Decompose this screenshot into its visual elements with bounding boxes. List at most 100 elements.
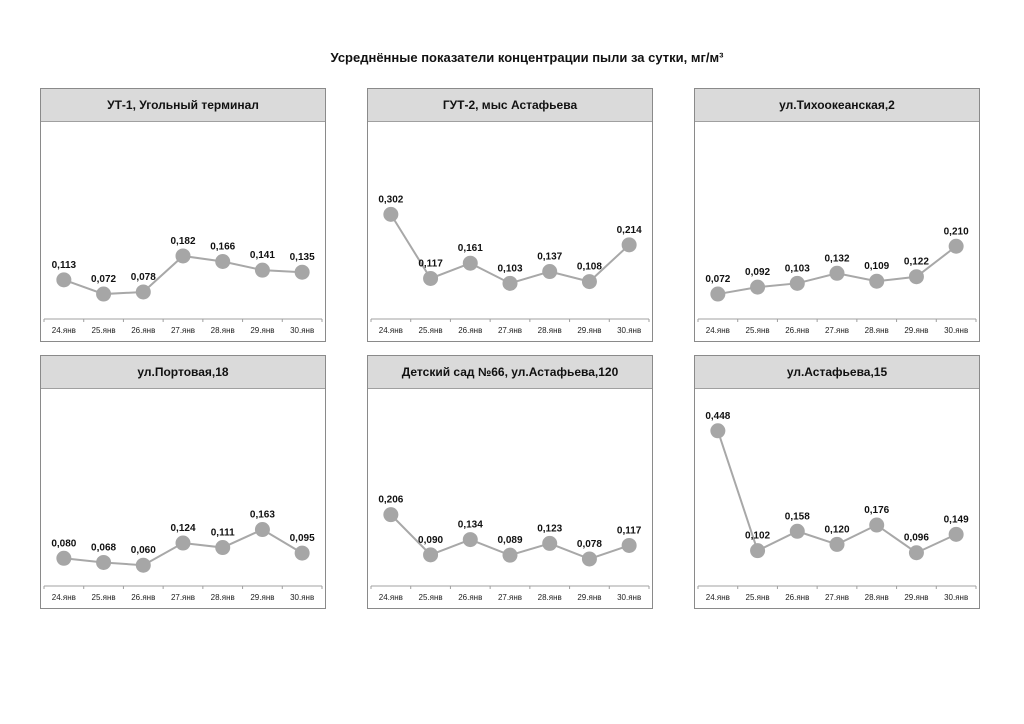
data-point (215, 540, 231, 556)
data-point (383, 206, 399, 222)
data-point (750, 543, 766, 559)
data-point (789, 523, 805, 539)
data-point (96, 286, 112, 302)
data-point (829, 536, 845, 552)
x-tick-label: 29.янв (250, 593, 274, 602)
x-tick-label: 26.янв (785, 593, 809, 602)
chart-title: УТ-1, Угольный терминал (41, 89, 325, 122)
data-label: 0,120 (824, 524, 849, 535)
data-point (908, 545, 924, 561)
data-label: 0,448 (705, 411, 730, 422)
data-label: 0,210 (944, 226, 969, 237)
data-point (135, 284, 151, 300)
data-label: 0,117 (617, 525, 642, 536)
data-label: 0,095 (290, 533, 315, 544)
data-point (829, 265, 845, 281)
chart-title: ул.Портовая,18 (41, 356, 325, 389)
data-label: 0,214 (617, 225, 642, 236)
x-tick-label: 27.янв (498, 326, 522, 335)
data-point (710, 286, 726, 302)
chart-title: ГУТ-2, мыс Астафьева (368, 89, 652, 122)
data-label: 0,124 (170, 523, 195, 534)
data-point (869, 273, 885, 289)
x-tick-label: 27.янв (825, 326, 849, 335)
data-point (423, 547, 439, 563)
chart-plot: 24.янв 25.янв 26.янв 27.янв 28.янв 29.янв 30.я… (43, 236, 323, 335)
data-label: 0,078 (131, 272, 156, 283)
x-tick-label: 28.янв (865, 593, 889, 602)
data-point (294, 264, 310, 280)
data-label: 0,072 (705, 274, 730, 285)
data-point (56, 550, 72, 566)
data-point (621, 537, 637, 553)
data-label: 0,108 (577, 262, 602, 273)
x-tick-label: 28.янв (865, 326, 889, 335)
data-label: 0,117 (418, 258, 443, 269)
x-tick-label: 27.янв (171, 326, 195, 335)
x-tick-label: 26.янв (785, 326, 809, 335)
data-point (908, 269, 924, 285)
data-point (710, 423, 726, 439)
x-tick-label: 27.янв (498, 593, 522, 602)
x-tick-label: 29.янв (250, 326, 274, 335)
data-point (542, 264, 558, 280)
x-tick-label: 27.янв (825, 593, 849, 602)
data-point (175, 535, 191, 551)
data-point (750, 279, 766, 295)
x-tick-label: 25.янв (746, 593, 770, 602)
x-tick-label: 30.янв (290, 326, 314, 335)
data-point (948, 238, 964, 254)
x-tick-label: 24.янв (52, 593, 76, 602)
data-label: 0,166 (210, 241, 235, 252)
x-tick-label: 29.янв (904, 593, 928, 602)
data-point (581, 551, 597, 567)
data-label: 0,089 (497, 535, 522, 546)
x-tick-label: 24.янв (706, 593, 730, 602)
data-label: 0,092 (745, 267, 770, 278)
chart-plot: 24.янв 25.янв 26.янв 27.янв 28.янв 29.янв 30.я… (697, 411, 977, 602)
x-tick-label: 30.янв (944, 326, 968, 335)
data-label: 0,068 (91, 542, 116, 553)
x-tick-label: 25.янв (92, 326, 116, 335)
x-tick-label: 26.янв (131, 326, 155, 335)
data-point (621, 237, 637, 253)
data-label: 0,102 (745, 531, 770, 542)
x-tick-label: 25.янв (419, 593, 443, 602)
x-tick-label: 24.янв (379, 593, 403, 602)
data-point (254, 522, 270, 538)
chart-plot: 24.янв 25.янв 26.янв 27.янв 28.янв 29.янв 30.я… (370, 495, 650, 602)
data-label: 0,123 (537, 523, 562, 534)
x-tick-label: 30.янв (290, 593, 314, 602)
x-tick-label: 24.янв (52, 326, 76, 335)
x-tick-label: 29.янв (577, 326, 601, 335)
x-tick-label: 25.янв (746, 326, 770, 335)
data-label: 0,122 (904, 257, 929, 268)
x-tick-label: 25.янв (92, 593, 116, 602)
page-title: Усреднённые показатели концентрации пыли… (330, 50, 724, 65)
data-point (294, 545, 310, 561)
x-tick-label: 29.янв (577, 593, 601, 602)
x-tick-label: 30.янв (617, 593, 641, 602)
x-tick-label: 27.янв (171, 593, 195, 602)
data-point (581, 274, 597, 290)
data-label: 0,163 (250, 510, 275, 521)
chart-panel-ut1: УТ-1, Угольный терминал 24.янв 25.янв 26.я… (40, 88, 326, 342)
x-tick-label: 28.янв (211, 326, 235, 335)
data-label: 0,078 (577, 539, 602, 550)
data-point (383, 507, 399, 523)
data-label: 0,103 (497, 263, 522, 274)
data-point (423, 270, 439, 286)
data-label: 0,090 (418, 535, 443, 546)
chart-plot: 24.янв 25.янв 26.янв 27.янв 28.янв 29.янв 30.я… (697, 226, 977, 335)
chart-panel-portovaya: ул.Портовая,18 24.янв 25.янв 26.янв 27.янв 2… (40, 355, 326, 609)
data-label: 0,111 (211, 528, 235, 539)
data-point (502, 275, 518, 291)
data-label: 0,176 (864, 505, 889, 516)
x-tick-label: 30.янв (617, 326, 641, 335)
x-tick-label: 30.янв (944, 593, 968, 602)
x-tick-label: 28.янв (538, 593, 562, 602)
data-point (215, 253, 231, 269)
data-label: 0,206 (378, 495, 403, 506)
data-label: 0,113 (52, 260, 77, 271)
data-label: 0,161 (458, 243, 483, 254)
